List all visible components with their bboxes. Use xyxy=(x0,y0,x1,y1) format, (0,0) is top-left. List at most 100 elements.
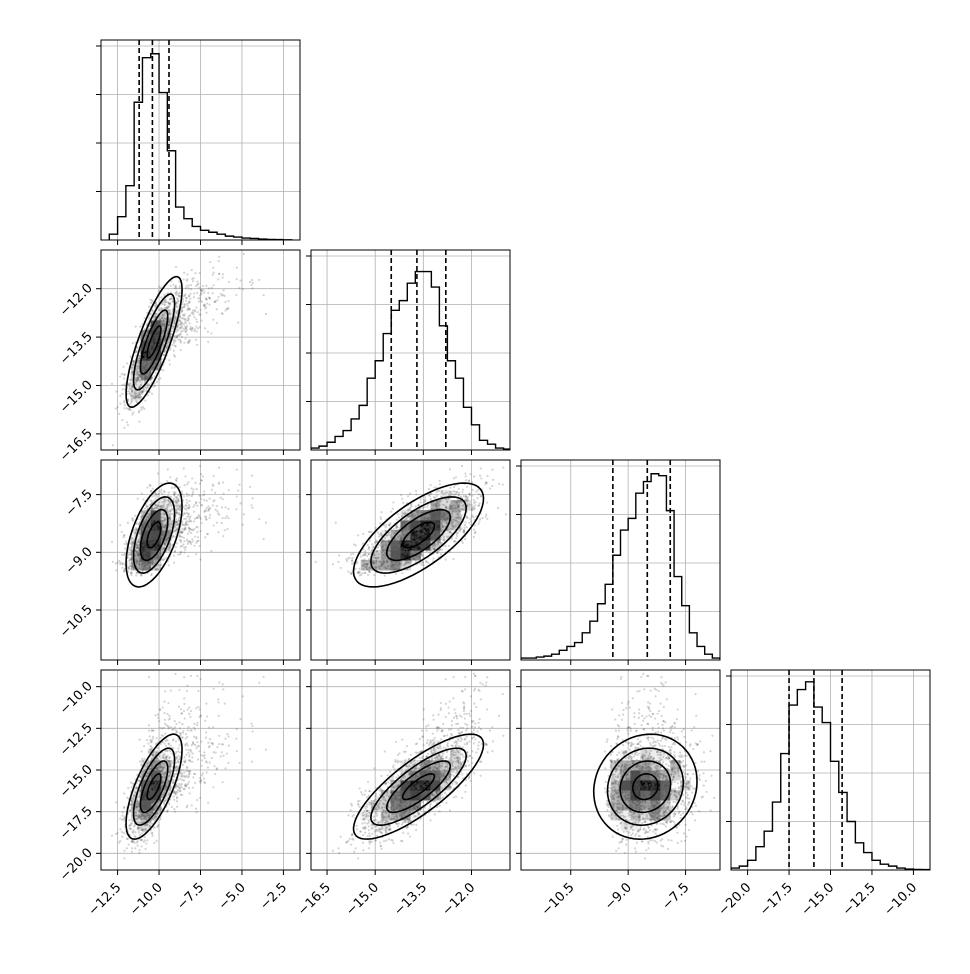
scatter-point xyxy=(299,243,301,245)
scatter-point xyxy=(118,560,120,562)
scatter-point xyxy=(251,504,253,506)
scatter-point xyxy=(203,303,205,305)
scatter-point xyxy=(137,498,139,500)
scatter-point xyxy=(183,306,185,308)
scatter-point xyxy=(349,557,351,559)
scatter-point xyxy=(207,533,209,535)
scatter-point xyxy=(251,287,253,289)
scatter-point xyxy=(211,287,213,289)
scatter-point xyxy=(175,546,177,548)
scatter-point xyxy=(180,326,182,328)
scatter-point xyxy=(176,542,178,544)
scatter-point xyxy=(188,504,190,506)
scatter-point xyxy=(191,495,193,497)
scatter-point xyxy=(123,536,125,538)
scatter-point xyxy=(180,530,182,532)
scatter-point xyxy=(236,278,238,280)
scatter-point xyxy=(197,526,199,528)
scatter-point xyxy=(192,309,194,311)
scatter-point xyxy=(265,522,267,524)
scatter-point xyxy=(237,322,239,324)
scatter-point xyxy=(188,300,190,302)
scatter-point xyxy=(199,326,201,328)
scatter-point xyxy=(186,493,188,495)
scatter-point xyxy=(125,541,127,543)
scatter-point xyxy=(380,511,382,513)
scatter-point xyxy=(453,477,455,479)
scatter-point xyxy=(179,539,181,541)
scatter-point xyxy=(141,408,143,410)
scatter-point xyxy=(202,475,204,477)
scatter-point xyxy=(178,535,180,537)
scatter-point xyxy=(237,490,239,492)
scatter-point xyxy=(188,494,190,496)
scatter-point xyxy=(188,520,190,522)
scatter-point xyxy=(186,495,188,497)
scatter-point xyxy=(184,293,186,295)
scatter-point xyxy=(482,517,484,519)
scatter-point xyxy=(196,540,198,542)
scatter-point xyxy=(139,326,141,328)
scatter-point xyxy=(181,491,183,493)
scatter-point xyxy=(213,284,215,286)
scatter-point xyxy=(222,481,224,483)
scatter-point xyxy=(127,522,129,524)
scatter-point xyxy=(208,508,210,510)
scatter-point xyxy=(197,536,199,538)
scatter-point xyxy=(200,504,202,506)
scatter-point xyxy=(195,339,197,341)
scatter-point xyxy=(192,540,194,542)
scatter-point xyxy=(218,481,220,483)
scatter-point xyxy=(213,475,215,477)
scatter-point xyxy=(473,475,475,477)
scatter-point xyxy=(175,480,177,482)
scatter-point xyxy=(216,322,218,324)
scatter-point xyxy=(347,570,349,572)
scatter-point xyxy=(189,297,191,299)
scatter-point xyxy=(200,289,202,291)
y-tick-label: −15.0 xyxy=(57,378,96,417)
scatter-point xyxy=(116,562,118,564)
scatter-point xyxy=(184,330,186,332)
scatter-point xyxy=(205,312,207,314)
scatter-point xyxy=(352,553,354,555)
scatter-point xyxy=(243,253,245,255)
scatter-point xyxy=(206,500,208,502)
scatter-point xyxy=(123,534,125,536)
scatter-point xyxy=(191,269,193,271)
scatter-panel-2-1 xyxy=(311,460,517,660)
scatter-point xyxy=(193,330,195,332)
scatter-point xyxy=(116,406,118,408)
scatter-point xyxy=(174,345,176,347)
scatter-point xyxy=(199,314,201,316)
panel-frame xyxy=(311,250,510,450)
scatter-point xyxy=(124,543,126,545)
scatter-point xyxy=(415,493,417,495)
scatter-point xyxy=(182,300,184,302)
scatter-point xyxy=(407,495,409,497)
scatter-point xyxy=(379,522,381,524)
scatter-point xyxy=(160,287,162,289)
scatter-point xyxy=(149,484,151,486)
scatter-point xyxy=(123,366,125,368)
scatter-point xyxy=(152,488,154,490)
scatter-point xyxy=(222,492,224,494)
scatter-point xyxy=(188,339,190,341)
scatter-point xyxy=(236,469,238,471)
scatter-point xyxy=(119,524,121,526)
scatter-point xyxy=(213,499,215,501)
scatter-point xyxy=(172,344,174,346)
scatter-point xyxy=(207,292,209,294)
scatter-point xyxy=(212,274,214,276)
scatter-point xyxy=(131,517,133,519)
histogram-step xyxy=(311,272,510,450)
scatter-point xyxy=(335,522,337,524)
scatter-point xyxy=(121,531,123,533)
scatter-point xyxy=(157,472,159,474)
scatter-point xyxy=(203,493,205,495)
scatter-point xyxy=(118,413,120,415)
scatter-point xyxy=(184,507,186,509)
scatter-point xyxy=(167,468,169,470)
scatter-point xyxy=(239,502,241,504)
scatter-point xyxy=(217,278,219,280)
